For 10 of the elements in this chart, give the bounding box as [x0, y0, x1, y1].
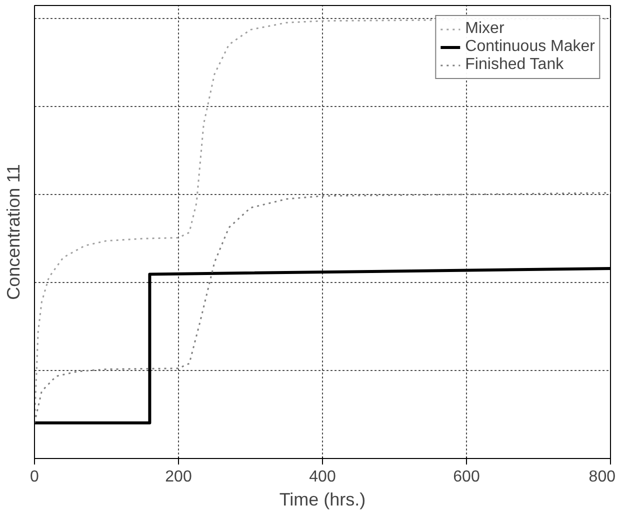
- x-axis-title: Time (hrs.): [279, 490, 366, 510]
- legend-label: Finished Tank: [465, 56, 564, 74]
- legend-label: Continuous Maker: [465, 38, 595, 56]
- legend-label: Mixer: [465, 20, 504, 38]
- x-tick-label: 400: [309, 468, 336, 486]
- x-tick-label: 800: [588, 468, 616, 486]
- x-tick-label: 0: [30, 468, 40, 486]
- x-tick-label: 600: [453, 468, 480, 486]
- x-tick-label: 200: [165, 468, 192, 486]
- y-axis-title: Concentration 11: [4, 164, 24, 300]
